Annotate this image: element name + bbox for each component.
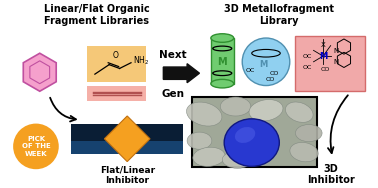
Text: 3D Metallofragment
Library: 3D Metallofragment Library <box>224 4 334 26</box>
Text: OC: OC <box>245 68 254 73</box>
Ellipse shape <box>211 79 234 88</box>
Text: OC: OC <box>302 65 311 70</box>
Ellipse shape <box>220 97 251 116</box>
Ellipse shape <box>187 132 212 149</box>
Text: CO: CO <box>266 77 276 82</box>
Text: Flat/Linear
Inhibitor: Flat/Linear Inhibitor <box>100 165 155 185</box>
FancyBboxPatch shape <box>87 86 146 101</box>
Text: M: M <box>259 60 267 69</box>
Ellipse shape <box>285 102 313 122</box>
Text: Gen: Gen <box>161 89 184 99</box>
Text: M: M <box>217 57 227 67</box>
Ellipse shape <box>211 34 234 42</box>
FancyBboxPatch shape <box>71 124 183 154</box>
Ellipse shape <box>224 119 279 166</box>
Polygon shape <box>23 53 56 91</box>
Text: Next: Next <box>159 50 187 60</box>
FancyBboxPatch shape <box>87 46 146 82</box>
Polygon shape <box>104 116 150 162</box>
Text: N: N <box>334 48 339 54</box>
Text: PICK
OF THE
WEEK: PICK OF THE WEEK <box>22 136 50 157</box>
Circle shape <box>242 38 290 86</box>
Text: N: N <box>334 59 339 65</box>
Text: X: X <box>321 42 325 48</box>
FancyBboxPatch shape <box>294 36 365 91</box>
Ellipse shape <box>296 124 322 142</box>
FancyArrow shape <box>163 64 200 83</box>
Text: M: M <box>319 52 327 61</box>
Text: CO: CO <box>270 71 279 76</box>
Ellipse shape <box>290 143 318 162</box>
Circle shape <box>13 124 59 169</box>
Ellipse shape <box>249 100 283 121</box>
Text: NH$_2$: NH$_2$ <box>133 55 149 67</box>
Ellipse shape <box>186 102 222 126</box>
Text: O: O <box>113 51 119 60</box>
Text: Linear/Flat Organic
Fragment Libraries: Linear/Flat Organic Fragment Libraries <box>44 4 150 26</box>
Text: OC: OC <box>302 54 311 59</box>
FancyBboxPatch shape <box>71 141 183 154</box>
FancyBboxPatch shape <box>192 97 318 167</box>
FancyBboxPatch shape <box>211 38 234 84</box>
Ellipse shape <box>235 127 255 143</box>
Ellipse shape <box>193 147 225 166</box>
Text: 3D
Inhibitor: 3D Inhibitor <box>307 164 355 185</box>
Text: CO: CO <box>320 67 330 72</box>
Ellipse shape <box>222 151 253 168</box>
